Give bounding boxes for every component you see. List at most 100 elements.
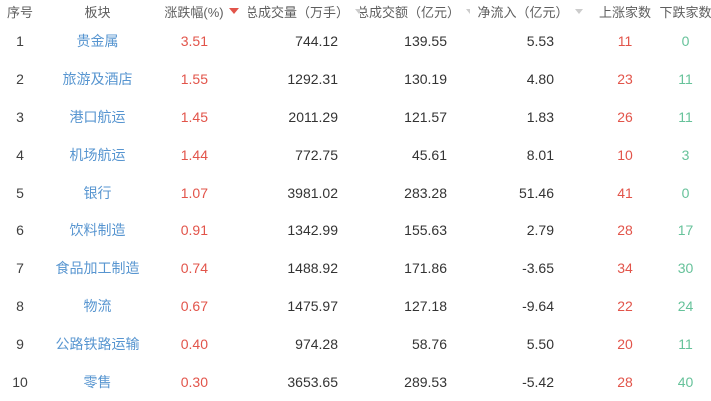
header-rank-label: 序号 — [6, 4, 33, 20]
table-header-row: 序号 板块 涨跌幅(%) 总成交量（万手） 总成交额（亿元） 净流入（亿元） 上… — [0, 0, 711, 22]
volume-cell: 3981.02 — [287, 184, 338, 201]
header-losers-label: 下跌家数 — [660, 4, 711, 20]
sector-link[interactable]: 公路铁路运输 — [55, 336, 140, 353]
turnover-cell: 155.63 — [404, 222, 447, 239]
header-volume-label: 总成交量（万手） — [248, 4, 350, 20]
header-change-label: 涨跌幅(%) — [164, 4, 224, 20]
change-cell: 1.45 — [180, 108, 208, 125]
volume-cell: 1475.97 — [287, 298, 338, 315]
losers-cell: 11 — [678, 336, 693, 353]
turnover-cell: 130.19 — [404, 70, 447, 87]
rank-cell: 10 — [12, 373, 28, 390]
losers-cell: 24 — [677, 298, 694, 315]
volume-cell: 1292.31 — [287, 70, 338, 87]
table-row[interactable]: 4 机场航运 1.44 772.75 45.61 8.01 10 3 — [0, 135, 711, 174]
table-row[interactable]: 10 零售 0.30 3653.65 289.53 -5.42 28 40 — [0, 363, 711, 401]
table-row[interactable]: 6 饮料制造 0.91 1342.99 155.63 2.79 28 17 — [0, 211, 711, 250]
losers-cell: 0 — [681, 32, 690, 49]
netinflow-cell: 5.53 — [526, 32, 554, 49]
sector-link[interactable]: 零售 — [83, 373, 112, 390]
volume-cell: 1342.99 — [287, 222, 338, 239]
rank-cell: 1 — [16, 32, 24, 49]
change-cell: 0.30 — [180, 373, 208, 390]
gainers-cell: 11 — [617, 32, 633, 49]
header-turnover-sortable[interactable]: 总成交额（亿元） — [360, 2, 470, 21]
losers-cell: 11 — [678, 108, 693, 125]
rank-cell: 7 — [16, 260, 24, 277]
sector-link[interactable]: 物流 — [83, 298, 112, 315]
turnover-cell: 45.61 — [411, 146, 447, 163]
sector-link[interactable]: 机场航运 — [69, 146, 126, 163]
table-row[interactable]: 9 公路铁路运输 0.40 974.28 58.76 5.50 20 11 — [0, 325, 711, 364]
table-row[interactable]: 2 旅游及酒店 1.55 1292.31 130.19 4.80 23 11 — [0, 59, 711, 98]
change-cell: 3.51 — [180, 32, 208, 49]
change-cell: 0.91 — [180, 222, 208, 239]
netinflow-cell: 1.83 — [526, 108, 554, 125]
volume-cell: 772.75 — [295, 146, 338, 163]
rank-cell: 6 — [16, 222, 24, 239]
sector-link[interactable]: 港口航运 — [69, 108, 126, 125]
gainers-cell: 20 — [617, 336, 633, 353]
table-row[interactable]: 7 食品加工制造 0.74 1488.92 171.86 -3.65 34 30 — [0, 249, 711, 288]
rank-cell: 9 — [16, 336, 24, 353]
gainers-cell: 26 — [617, 108, 633, 125]
losers-cell: 30 — [677, 260, 694, 277]
netinflow-cell: 8.01 — [526, 146, 554, 163]
turnover-cell: 283.28 — [404, 184, 447, 201]
header-change-sortable[interactable]: 涨跌幅(%) — [155, 2, 248, 21]
netinflow-cell: -9.64 — [522, 298, 554, 315]
gainers-cell: 28 — [617, 373, 633, 390]
netinflow-cell: 2.79 — [526, 222, 554, 239]
gainers-cell: 34 — [617, 260, 633, 277]
sort-desc-active-icon — [228, 8, 239, 14]
sort-inactive-icon — [466, 8, 470, 14]
gainers-cell: 41 — [617, 184, 633, 201]
sector-link[interactable]: 银行 — [83, 184, 112, 201]
table-row[interactable]: 8 物流 0.67 1475.97 127.18 -9.64 22 24 — [0, 287, 711, 326]
sector-link[interactable]: 旅游及酒店 — [62, 70, 133, 87]
sector-link[interactable]: 食品加工制造 — [55, 260, 140, 277]
sort-inactive-icon — [574, 8, 583, 14]
turnover-cell: 121.57 — [404, 108, 447, 125]
change-cell: 1.44 — [180, 146, 208, 163]
sector-link[interactable]: 饮料制造 — [69, 222, 126, 239]
volume-cell: 3653.65 — [287, 373, 338, 390]
netinflow-cell: 4.80 — [526, 70, 554, 87]
gainers-cell: 10 — [617, 146, 633, 163]
header-netinflow-sortable[interactable]: 净流入（亿元） — [470, 2, 590, 21]
turnover-cell: 139.55 — [404, 32, 447, 49]
sort-inactive-icon — [355, 8, 360, 14]
header-turnover-label: 总成交额（亿元） — [360, 4, 461, 20]
sector-link[interactable]: 贵金属 — [76, 32, 119, 49]
change-cell: 1.55 — [180, 70, 208, 87]
header-netinflow-label: 净流入（亿元） — [477, 4, 569, 20]
gainers-cell: 22 — [617, 298, 633, 315]
rank-cell: 8 — [16, 298, 24, 315]
table-row[interactable]: 5 银行 1.07 3981.02 283.28 51.46 41 0 — [0, 173, 711, 212]
table-row[interactable]: 3 港口航运 1.45 2011.29 121.57 1.83 26 11 — [0, 97, 711, 136]
turnover-cell: 127.18 — [404, 298, 447, 315]
netinflow-cell: -5.42 — [522, 373, 554, 390]
turnover-cell: 171.86 — [404, 260, 447, 277]
table-row[interactable]: 1 贵金属 3.51 744.12 139.55 5.53 11 0 — [0, 22, 711, 60]
losers-cell: 3 — [681, 146, 690, 163]
losers-cell: 17 — [677, 222, 694, 239]
volume-cell: 744.12 — [295, 32, 338, 49]
rank-cell: 4 — [16, 146, 24, 163]
losers-cell: 0 — [681, 184, 690, 201]
change-cell: 0.40 — [180, 336, 208, 353]
header-losers: 下跌家数 — [660, 2, 711, 21]
losers-cell: 40 — [677, 373, 694, 390]
rank-cell: 2 — [16, 70, 24, 87]
change-cell: 0.67 — [180, 298, 208, 315]
turnover-cell: 58.76 — [411, 336, 447, 353]
volume-cell: 974.28 — [295, 336, 338, 353]
header-rank: 序号 — [0, 2, 40, 21]
header-volume-sortable[interactable]: 总成交量（万手） — [248, 2, 360, 21]
header-gainers-label: 上涨家数 — [598, 4, 651, 20]
change-cell: 1.07 — [180, 184, 208, 201]
volume-cell: 2011.29 — [288, 108, 338, 125]
netinflow-cell: 51.46 — [518, 184, 554, 201]
netinflow-cell: 5.50 — [526, 336, 554, 353]
